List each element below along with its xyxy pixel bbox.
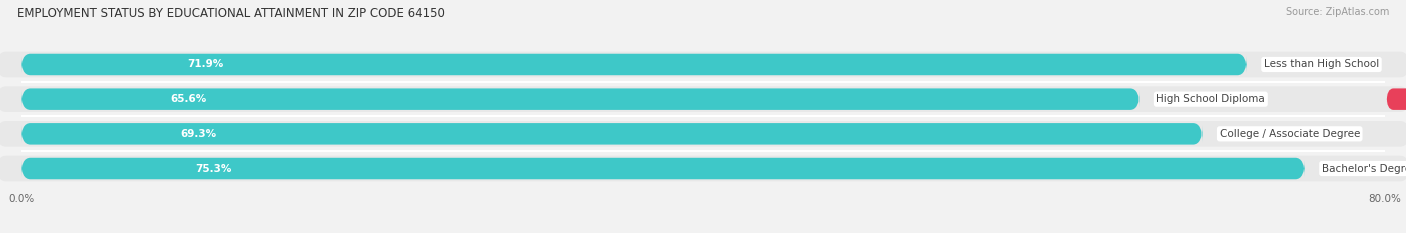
Text: 71.9%: 71.9% [187, 59, 224, 69]
FancyBboxPatch shape [0, 121, 1406, 147]
Text: High School Diploma: High School Diploma [1157, 94, 1265, 104]
Text: Less than High School: Less than High School [1264, 59, 1379, 69]
FancyBboxPatch shape [21, 123, 1202, 145]
Text: 65.6%: 65.6% [170, 94, 207, 104]
FancyBboxPatch shape [1386, 88, 1406, 110]
Text: 75.3%: 75.3% [195, 164, 232, 174]
FancyBboxPatch shape [21, 158, 1305, 179]
Text: College / Associate Degree: College / Associate Degree [1219, 129, 1360, 139]
FancyBboxPatch shape [21, 88, 1139, 110]
FancyBboxPatch shape [0, 86, 1406, 112]
FancyBboxPatch shape [0, 156, 1406, 181]
Text: Source: ZipAtlas.com: Source: ZipAtlas.com [1285, 7, 1389, 17]
FancyBboxPatch shape [0, 52, 1406, 77]
Text: EMPLOYMENT STATUS BY EDUCATIONAL ATTAINMENT IN ZIP CODE 64150: EMPLOYMENT STATUS BY EDUCATIONAL ATTAINM… [17, 7, 444, 20]
Text: Bachelor's Degree or higher: Bachelor's Degree or higher [1322, 164, 1406, 174]
FancyBboxPatch shape [21, 54, 1247, 75]
Text: 69.3%: 69.3% [180, 129, 217, 139]
